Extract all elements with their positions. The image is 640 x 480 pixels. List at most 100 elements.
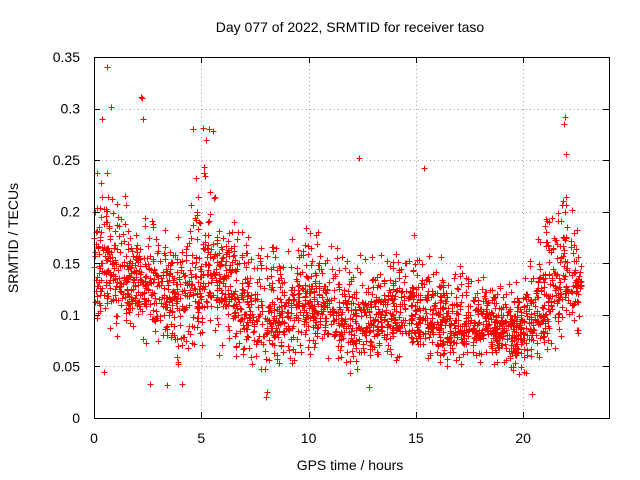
data-point <box>269 280 276 287</box>
data-point <box>353 295 360 302</box>
data-point <box>503 291 510 298</box>
data-point <box>222 303 229 310</box>
data-point <box>99 285 106 292</box>
data-point <box>320 287 327 294</box>
data-point <box>367 314 374 321</box>
data-point <box>424 315 431 322</box>
data-point <box>225 323 232 330</box>
data-point <box>558 218 565 225</box>
data-point <box>225 273 232 280</box>
data-point <box>103 213 110 220</box>
data-point <box>164 382 171 389</box>
data-point <box>162 301 169 308</box>
data-point <box>260 341 267 348</box>
data-point <box>530 275 537 282</box>
data-point <box>346 293 353 300</box>
data-point <box>97 237 104 244</box>
data-point <box>268 323 275 330</box>
data-point <box>545 242 552 249</box>
data-point <box>195 226 202 233</box>
data-point <box>574 288 581 295</box>
data-point <box>560 198 567 205</box>
data-point <box>342 265 349 272</box>
data-point <box>528 297 535 304</box>
axis-ticks <box>94 57 609 419</box>
y-tick-label: 0.1 <box>61 307 81 323</box>
data-point <box>396 353 403 360</box>
data-point <box>241 260 248 267</box>
data-point <box>180 334 187 341</box>
data-point <box>323 315 330 322</box>
data-point <box>298 329 305 336</box>
data-point <box>243 311 250 318</box>
data-point <box>288 264 295 271</box>
data-point <box>248 354 255 361</box>
data-point <box>540 317 547 324</box>
data-point <box>302 288 309 295</box>
data-point <box>108 298 115 305</box>
data-point <box>205 242 212 249</box>
data-point <box>264 330 271 337</box>
data-point <box>350 353 357 360</box>
data-point <box>312 315 319 322</box>
data-point <box>255 304 262 311</box>
data-point <box>440 351 447 358</box>
data-point <box>107 277 114 284</box>
data-point <box>216 278 223 285</box>
data-point <box>519 318 526 325</box>
data-point <box>395 259 402 266</box>
data-point <box>210 128 217 135</box>
data-point <box>553 292 560 299</box>
data-point <box>560 243 567 250</box>
data-point <box>542 223 549 230</box>
data-point <box>170 277 177 284</box>
data-point <box>222 291 229 298</box>
data-point <box>143 340 150 347</box>
data-point <box>538 330 545 337</box>
data-point <box>254 279 261 286</box>
data-point <box>242 276 249 283</box>
data-point <box>475 301 482 308</box>
data-point <box>408 293 415 300</box>
data-point <box>384 324 391 331</box>
data-point <box>171 294 178 301</box>
data-point <box>307 290 314 297</box>
data-point <box>314 241 321 248</box>
data-point <box>245 259 252 266</box>
data-point <box>290 323 297 330</box>
data-point <box>222 262 229 269</box>
data-points <box>91 64 585 401</box>
data-point <box>180 306 187 313</box>
data-point <box>554 300 561 307</box>
data-point <box>95 243 102 250</box>
data-point <box>406 330 413 337</box>
data-point <box>271 334 278 341</box>
y-tick-label: 0.15 <box>53 255 80 271</box>
data-point <box>423 310 430 317</box>
data-point <box>281 331 288 338</box>
data-point <box>514 308 521 315</box>
data-point <box>458 361 465 368</box>
data-point <box>308 273 315 280</box>
data-point <box>541 291 548 298</box>
data-point <box>419 317 426 324</box>
data-point <box>414 324 421 331</box>
data-point <box>437 352 444 359</box>
data-point <box>305 300 312 307</box>
data-point <box>363 302 370 309</box>
data-point <box>523 291 530 298</box>
data-point <box>202 232 209 239</box>
data-point <box>100 247 107 254</box>
data-point <box>120 231 127 238</box>
data-point <box>174 269 181 276</box>
data-point <box>417 307 424 314</box>
data-point <box>243 264 250 271</box>
data-point <box>498 314 505 321</box>
data-point <box>425 294 432 301</box>
data-point <box>551 235 558 242</box>
y-tick-label: 0.2 <box>61 204 81 220</box>
data-point <box>334 255 341 262</box>
data-point <box>306 283 313 290</box>
data-point <box>393 288 400 295</box>
data-point <box>416 257 423 264</box>
